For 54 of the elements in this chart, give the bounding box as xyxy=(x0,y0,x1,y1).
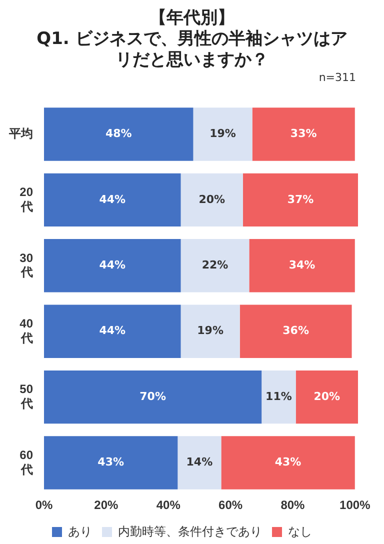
x-tick-label: 60% xyxy=(218,498,243,512)
bar xyxy=(193,108,252,161)
data-label: 20% xyxy=(314,390,340,403)
bar xyxy=(44,239,181,292)
bar xyxy=(221,436,355,490)
y-tick-label: 30代 xyxy=(20,250,34,280)
data-label: 19% xyxy=(210,127,236,140)
y-tick-label: 平均 xyxy=(8,126,33,141)
data-label: 36% xyxy=(282,324,309,338)
bar xyxy=(44,173,181,227)
data-label: 37% xyxy=(287,192,314,206)
bar xyxy=(242,173,358,227)
data-label: 22% xyxy=(202,258,228,272)
y-tick-label: 40代 xyxy=(20,316,34,345)
data-label: 43% xyxy=(98,456,124,469)
legend-label: 内勤時等、条件付きであり xyxy=(118,524,262,538)
text: n=311 xyxy=(318,71,357,84)
data-label: 20% xyxy=(198,192,226,206)
bar xyxy=(249,239,355,292)
y-tick-label: 50代 xyxy=(20,382,34,411)
x-tick-label: 20% xyxy=(94,498,119,512)
data-label: 19% xyxy=(197,324,224,338)
bar xyxy=(240,304,352,358)
data-label: 34% xyxy=(288,258,316,272)
legend-label: なし xyxy=(288,524,312,538)
data-label: 44% xyxy=(99,324,126,338)
data-label: 14% xyxy=(186,456,213,469)
bar xyxy=(252,108,355,161)
bar xyxy=(178,436,222,490)
data-label: 43% xyxy=(274,456,302,469)
bar xyxy=(180,239,250,292)
data-label: 70% xyxy=(140,390,166,403)
data-label: 44% xyxy=(99,192,126,206)
data-label: 11% xyxy=(266,390,292,403)
x-tick-label: 100% xyxy=(340,498,371,512)
bar xyxy=(180,173,243,227)
legend-label: あり xyxy=(68,524,92,538)
data-label: 33% xyxy=(290,127,317,140)
bar xyxy=(180,304,240,358)
x-tick-label: 40% xyxy=(156,498,181,512)
x-tick-label: 0% xyxy=(35,498,53,512)
y-tick-label: 60代 xyxy=(20,448,34,476)
bar xyxy=(44,370,262,424)
chart-title: 【年代別】 xyxy=(150,8,234,28)
bar xyxy=(44,108,194,161)
y-tick-label: 20代 xyxy=(20,185,34,214)
bar xyxy=(296,370,358,424)
bar xyxy=(262,370,296,424)
bar xyxy=(44,436,178,490)
bar xyxy=(44,304,181,358)
x-tick-label: 80% xyxy=(280,498,306,512)
data-label: 48% xyxy=(105,127,132,140)
data-label: 44% xyxy=(99,258,126,272)
chart-subtitle: Q1. ビジネスで、男性の半袖シャツはアリだと思いますか？ xyxy=(36,29,348,70)
